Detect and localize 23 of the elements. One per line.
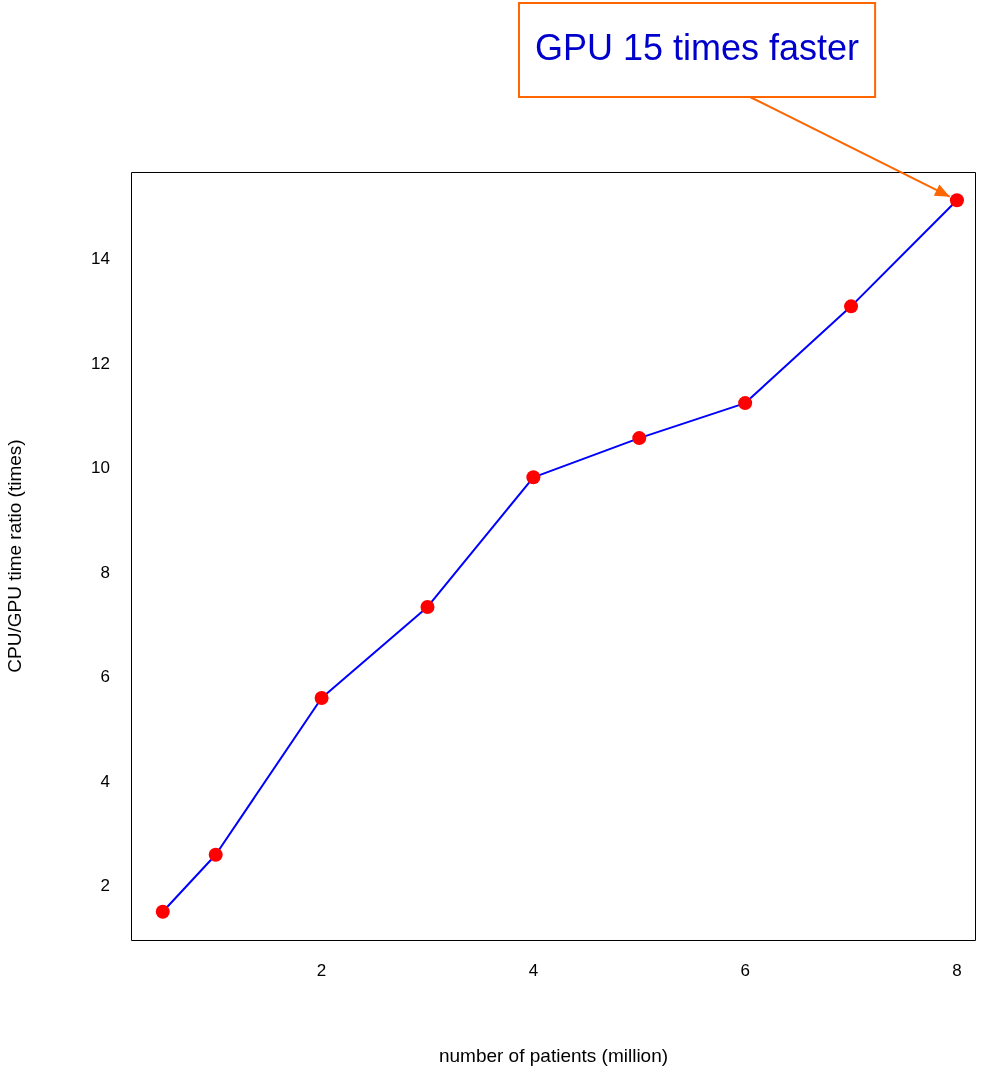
point: [844, 299, 859, 314]
point: [738, 396, 753, 411]
x-tick-label: 2: [316, 960, 327, 980]
point: [632, 431, 647, 446]
x-tick-label: 4: [528, 960, 539, 980]
y-tick-label: 6: [100, 667, 110, 687]
y-tick-label: 14: [91, 249, 110, 268]
y-tick-label: 10: [91, 458, 110, 478]
x-axis-title: number of patients (million): [438, 1044, 669, 1066]
point: [314, 690, 329, 705]
point: [208, 847, 223, 862]
point: [526, 470, 541, 485]
x-tick-label: 8: [952, 960, 962, 980]
y-tick-label: 4: [100, 771, 110, 791]
point: [420, 599, 435, 614]
y-tick-label: 8: [100, 562, 110, 582]
point: [949, 193, 964, 208]
y-tick-label: 12: [91, 353, 110, 373]
y-axis-title: CPU/GPU time ratio (times): [3, 439, 25, 673]
y-tick-label: 2: [100, 876, 110, 896]
point: [155, 904, 170, 919]
x-tick-label: 6: [740, 960, 750, 980]
annotation: GPU 15 times faster: [535, 26, 860, 68]
